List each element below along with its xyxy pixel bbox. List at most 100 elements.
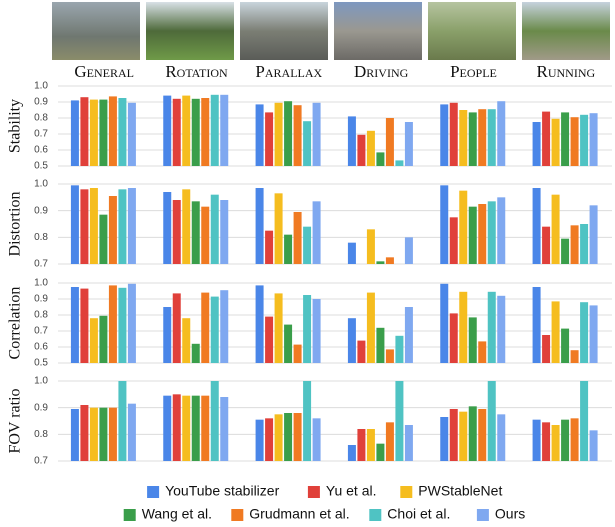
category-label: Rotation [165,62,228,81]
bar [366,130,375,166]
bar [274,293,283,363]
y-tick-label: 0.9 [34,205,48,216]
bar [220,397,229,461]
bar [347,116,356,166]
y-axis-label: FOV ratio [7,388,24,453]
bar [293,344,302,363]
bar [542,335,551,363]
bar [589,430,598,461]
bar [118,189,127,264]
y-axis-label: Correlation [7,287,24,360]
legend-swatch [400,486,413,498]
bar [395,335,404,363]
y-tick-label: 0.7 [34,456,48,467]
y-tick-label: 0.9 [34,294,48,305]
bar [561,238,570,264]
bar [542,111,551,166]
bar [468,406,477,461]
bar [561,419,570,461]
y-tick-label: 1.0 [34,81,48,92]
bar [70,185,79,264]
bar [449,217,458,264]
legend-label: Choi et al. [387,506,450,522]
bar [570,418,579,461]
bar [347,318,356,363]
bar [274,102,283,166]
bar [312,299,321,363]
bar [191,98,200,166]
bar [357,429,366,461]
bar [542,226,551,264]
y-tick-label: 0.7 [34,326,48,337]
bar [440,104,449,166]
legend-swatch [147,486,160,498]
bar [108,407,117,461]
bar [385,349,394,363]
bar [312,201,321,264]
bar [99,214,108,264]
thumbnails [52,2,610,60]
bar [532,287,541,363]
legend-label: Yu et al. [326,483,377,499]
bar [89,99,98,166]
bar [459,291,468,363]
bar [404,237,413,264]
bar [80,405,89,461]
bar [449,313,458,363]
bar [274,193,283,264]
bar [127,188,136,264]
legend-swatch [369,509,382,521]
legend-swatch [123,509,136,521]
bar [80,288,89,363]
bar [347,242,356,264]
bar [532,419,541,461]
bar [182,189,191,264]
bar [201,98,210,166]
bar [589,113,598,166]
y-tick-label: 0.7 [34,129,48,140]
bar [255,188,264,264]
bar [172,394,181,461]
y-axis-label: Distortion [7,192,24,257]
bar [459,411,468,461]
bar [210,381,219,461]
bar [89,188,98,264]
bar [561,328,570,363]
bar [182,395,191,461]
bar [118,98,127,166]
thumbnail [428,2,516,60]
bar [220,290,229,363]
bar [570,225,579,264]
bar [127,102,136,166]
bar [589,205,598,264]
bar [497,197,506,264]
bar [127,283,136,363]
bar [284,234,293,264]
bar [201,395,210,461]
bar [172,293,181,363]
bar [497,414,506,461]
bar [70,409,79,461]
y-tick-label: 0.6 [34,145,48,156]
bar [478,409,487,461]
y-tick-label: 1.0 [34,278,48,289]
bar [274,414,283,461]
legend-swatch [476,509,489,521]
bar [551,425,560,461]
bar [357,134,366,166]
bar [366,229,375,264]
bar [487,381,496,461]
legend-label: YouTube stabilizer [165,483,279,499]
bar [468,206,477,264]
bar [580,224,589,264]
thumbnail [146,2,234,60]
y-tick-label: 0.8 [34,232,48,243]
bar [449,409,458,461]
bar [580,302,589,363]
thumbnail [522,2,610,60]
bar [580,114,589,166]
category-label: Driving [354,62,409,81]
bar [108,96,117,166]
bar [459,110,468,166]
